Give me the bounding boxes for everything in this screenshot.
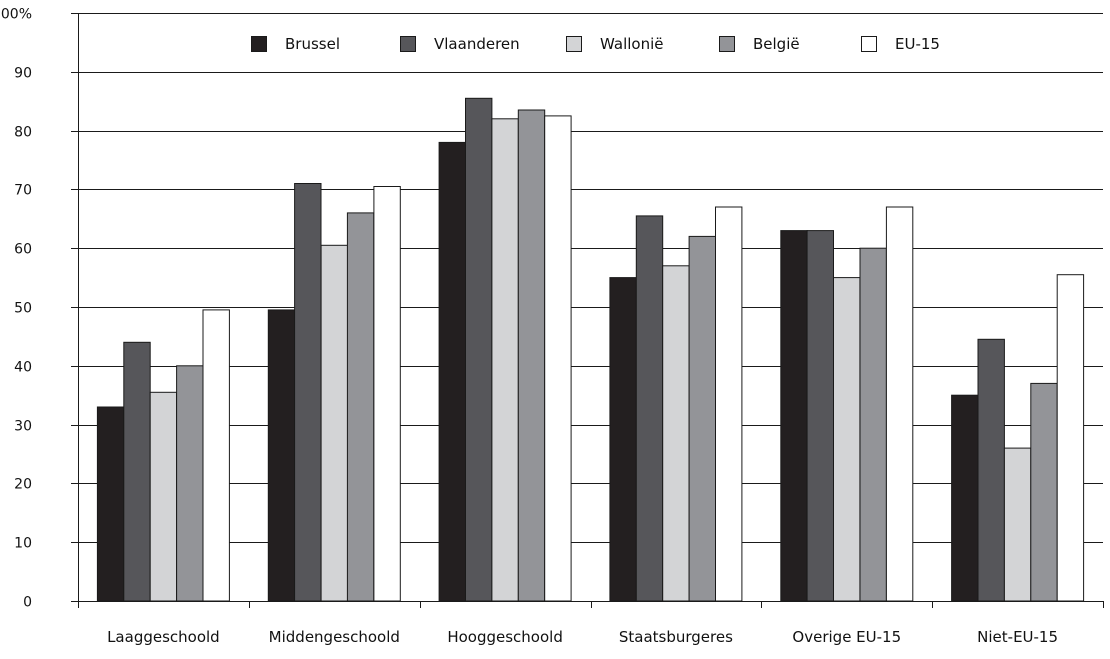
- bar-belgi-: [346, 212, 375, 602]
- bars: [96, 97, 1085, 602]
- bar-walloni-: [1003, 447, 1032, 602]
- y-tick-label: 20: [14, 477, 32, 493]
- legend-swatch: [251, 36, 267, 52]
- bar-vlaanderen: [806, 230, 834, 602]
- legend: Brussel Vlaanderen Wallonië België EU-15: [251, 35, 940, 53]
- bar-walloni-: [320, 244, 349, 602]
- bar-vlaanderen: [977, 338, 1005, 602]
- bar-vlaanderen: [635, 215, 664, 602]
- bar-vlaanderen: [123, 341, 151, 602]
- legend-label: Brussel: [285, 35, 340, 53]
- axes: 0 10 20 30 40 50 60 70 80 90 100% Laaggeschoold Midd…: [0, 7, 1104, 646]
- bar-eu-15: [885, 206, 914, 602]
- bar-brussel: [780, 230, 808, 602]
- x-category-label: Staatsburgeres: [619, 628, 733, 646]
- bar-belgi-: [1030, 382, 1058, 602]
- bar-belgi-: [176, 365, 204, 602]
- bar-eu-15: [1056, 274, 1085, 602]
- bar-walloni-: [662, 265, 690, 602]
- bar-belgi-: [517, 109, 546, 602]
- bar-brussel: [438, 141, 467, 602]
- y-tick-label: 40: [14, 360, 32, 376]
- bar-brussel: [267, 309, 296, 602]
- y-tick-label: 70: [14, 183, 32, 199]
- bar-walloni-: [833, 277, 861, 602]
- legend-swatch: [400, 36, 416, 52]
- bar-brussel: [951, 394, 979, 602]
- bar-walloni-: [149, 391, 178, 602]
- bar-vlaanderen: [465, 97, 493, 602]
- y-tick-label: 50: [14, 301, 32, 317]
- y-tick-label: 90: [14, 66, 32, 82]
- x-category-label: Niet-EU-15: [977, 628, 1058, 646]
- bar-walloni-: [491, 118, 519, 602]
- legend-swatch: [719, 36, 735, 52]
- y-tick-label: 100%: [0, 7, 32, 23]
- bar-belgi-: [688, 235, 716, 602]
- y-tick-label: 0: [23, 595, 32, 611]
- bar-eu-15: [373, 186, 401, 602]
- x-category-label: Laaggeschoold: [107, 628, 220, 646]
- bar-eu-15: [202, 309, 230, 602]
- legend-label: EU-15: [895, 35, 940, 53]
- y-tick-label: 80: [14, 125, 32, 141]
- bar-brussel: [609, 277, 637, 602]
- x-category-label: Middengeschoold: [269, 628, 400, 646]
- bar-eu-15: [715, 206, 743, 602]
- y-tick-label: 60: [14, 242, 32, 258]
- bar-vlaanderen: [294, 183, 322, 602]
- bar-eu-15: [544, 115, 572, 602]
- x-category-label: Hooggeschoold: [447, 628, 563, 646]
- y-tick-label: 30: [14, 419, 32, 435]
- legend-swatch: [861, 36, 877, 52]
- legend-label: Vlaanderen: [434, 35, 520, 53]
- gridlines: [78, 13, 1103, 543]
- y-tick-label: 10: [14, 536, 32, 552]
- legend-label: België: [753, 35, 800, 53]
- bar-belgi-: [859, 247, 887, 602]
- legend-label: Wallonië: [600, 35, 663, 53]
- x-category-label: Overige EU-15: [792, 628, 901, 646]
- bar-brussel: [96, 406, 125, 602]
- legend-swatch: [566, 36, 582, 52]
